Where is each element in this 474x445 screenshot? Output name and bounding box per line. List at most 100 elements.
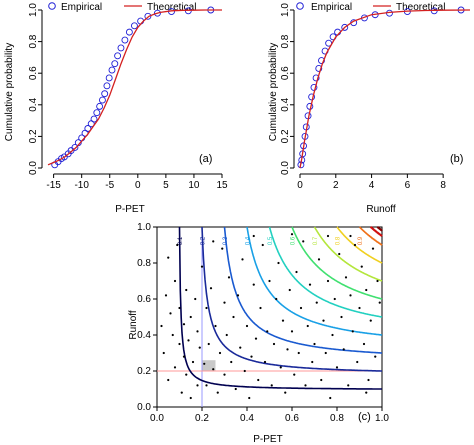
contour-label: 0.5 (268, 236, 274, 245)
y-tick-label: 0.8 (137, 258, 151, 269)
contour-line (370, 226, 383, 237)
y-tick-label: 1.0 (28, 3, 39, 17)
scatter-point (236, 294, 240, 297)
scatter-point (245, 324, 249, 328)
empirical-point (71, 144, 79, 151)
y-tick-label: 0.2 (137, 366, 151, 377)
empirical-point (105, 74, 113, 82)
scatter-point (164, 294, 168, 297)
x-tick-label: 1.0 (375, 413, 389, 424)
scatter-point (232, 315, 235, 319)
scatter-point (331, 333, 334, 337)
empirical-point (315, 65, 323, 72)
scatter-point (160, 324, 163, 328)
scatter-point (252, 283, 255, 286)
scatter-point (221, 247, 224, 250)
scatter-point (284, 391, 287, 394)
panel-b-ylabel: Cumulative probability (268, 43, 279, 141)
scatter-point (286, 348, 289, 351)
contour-line (178, 226, 382, 390)
scatter-point (180, 391, 183, 394)
scatter-point (320, 378, 323, 382)
scatter-point (358, 306, 361, 310)
scatter-point (369, 319, 372, 322)
y-tick-label: 0.6 (137, 294, 151, 305)
panel-a-label: (a) (199, 153, 212, 165)
scatter-point (326, 279, 330, 283)
scatter-point (182, 355, 186, 358)
scatter-point (313, 342, 316, 346)
scatter-point (374, 355, 377, 358)
x-tick-label: -5 (105, 180, 114, 191)
scatter-point (234, 387, 237, 391)
scatter-point (329, 396, 332, 400)
legend-a-empirical-label: Empirical (61, 2, 102, 13)
scatter-point (338, 252, 341, 256)
legend-b-theoretical-label: Theoretical (396, 2, 445, 13)
contour-line (201, 226, 382, 372)
scatter-point (365, 391, 368, 394)
x-tick-label: 0.0 (150, 413, 164, 424)
empirical-point (308, 93, 316, 101)
x-tick-label: 2 (333, 180, 339, 191)
scatter-point (209, 287, 213, 290)
scatter-point (335, 366, 339, 369)
panel-c-ylabel: Runoff (128, 310, 139, 340)
empirical-point (98, 96, 106, 104)
empirical-point (144, 12, 152, 20)
panel-c: Runoff P-PET (c) 0.0 0.2 0.4 0.6 0.8 1.0 0.0 0.… (128, 222, 389, 445)
scatter-point (311, 360, 314, 364)
contour-line (223, 226, 382, 354)
scatter-point (203, 362, 206, 365)
shaded-region (202, 360, 216, 371)
y-tick-label: 0.2 (280, 129, 291, 143)
empirical-point (114, 52, 122, 60)
legend-a-theoretical-label: Theoretical (147, 2, 196, 13)
empirical-point (103, 82, 111, 90)
empirical-point (318, 57, 325, 65)
scatter-point (230, 360, 233, 364)
x-tick-label: 0 (135, 180, 141, 191)
scatter-point (173, 279, 177, 283)
scatter-point (243, 369, 246, 373)
scatter-point (299, 306, 303, 310)
empirical-point (125, 28, 133, 36)
scatter-point (198, 346, 201, 349)
scatter-point (225, 333, 228, 337)
empirical-point (154, 9, 161, 17)
scatter-point (189, 315, 192, 319)
scatter-point (290, 233, 294, 236)
scatter-point (266, 330, 269, 333)
scatter-point (308, 283, 312, 286)
scatter-point (216, 391, 219, 394)
y-tick-label: 0.2 (28, 129, 39, 143)
empirical-point (108, 66, 116, 74)
x-tick-label: 10 (188, 180, 200, 191)
scatter-point (185, 373, 188, 376)
scatter-point (281, 319, 285, 322)
empirical-point (310, 83, 318, 91)
scatter-point (187, 339, 190, 342)
x-tick-label: -15 (46, 180, 61, 191)
theoretical-line (299, 9, 471, 169)
scatter-point (268, 279, 271, 283)
scatter-point (279, 366, 282, 369)
scatter-point (270, 384, 273, 387)
legend-b-empirical-label: Empirical (311, 2, 352, 13)
scatter-point (360, 265, 363, 268)
y-tick-label: 0.8 (280, 34, 291, 48)
scatter-point (376, 279, 379, 283)
empirical-point (90, 115, 98, 123)
x-tick-label: 0 (297, 180, 303, 191)
scatter-point (347, 384, 350, 387)
contour-label: 0.4 (245, 236, 251, 245)
scatter-point (349, 234, 352, 238)
panel-c-label: (c) (358, 411, 371, 423)
contour-label: 0.2 (200, 236, 206, 245)
scatter-point (351, 330, 354, 333)
scatter-point (196, 384, 199, 387)
empirical-point (84, 125, 92, 132)
empirical-point (117, 44, 125, 52)
x-tick-label: 0.4 (240, 413, 254, 424)
x-tick-label: 0.6 (285, 413, 299, 424)
